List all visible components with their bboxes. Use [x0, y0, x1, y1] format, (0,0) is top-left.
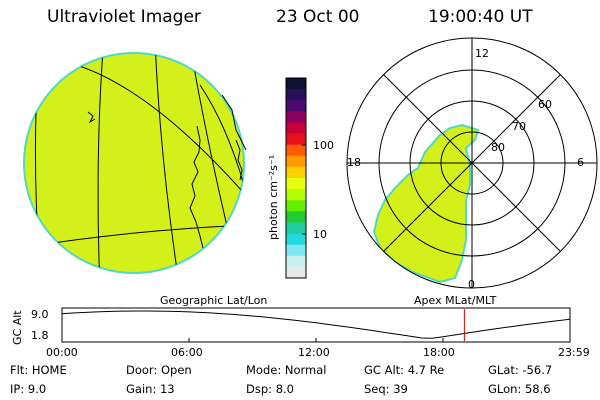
glon-value: 58.6	[524, 382, 551, 396]
colorbar-tick-10: 10	[313, 228, 327, 241]
geographic-panel-title: Geographic Lat/Lon	[160, 294, 268, 307]
gc-alt-label: GC Alt: 4.7 Re	[364, 363, 445, 377]
polar-plot	[346, 37, 598, 289]
glat-value: -56.7	[522, 363, 553, 377]
dsp-value: 8.0	[275, 382, 294, 396]
mode-value: Normal	[284, 363, 327, 377]
time-tick-06: 06:00	[171, 346, 203, 359]
colorbar-stripe	[286, 200, 306, 212]
dsp-label: Dsp: 8.0	[246, 382, 294, 396]
colorbar-stripe	[286, 266, 306, 279]
gain-value: 13	[159, 382, 175, 396]
mode-label: Mode: Normal	[246, 363, 327, 377]
colorbar-stripe	[286, 144, 306, 157]
colorbar-tick-100: 100	[313, 139, 334, 152]
lat-label-80: 80	[491, 141, 505, 154]
colorbar-stripe	[286, 155, 306, 168]
colorbar-stripe	[286, 100, 306, 112]
lat-label-60: 60	[538, 98, 552, 111]
time-tick-12: 12:00	[298, 346, 330, 359]
time-tick-2359: 23:59	[558, 346, 590, 359]
gain-label: Gain: 13	[126, 382, 175, 396]
coastline-north	[221, 94, 247, 151]
colorbar-stripe	[286, 133, 306, 146]
ip-label: IP: 9.0	[10, 382, 47, 396]
mlt-label-12: 12	[475, 47, 489, 60]
colorbar-stripe	[286, 78, 306, 90]
apex-panel-title: Apex MLat/MLT	[414, 294, 497, 307]
glat-label: GLat: -56.7	[488, 363, 553, 377]
mlt-label-6: 6	[577, 156, 584, 169]
glon-label: GLon: 58.6	[488, 382, 551, 396]
gc-alt-value: 4.7 Re	[407, 363, 445, 377]
time-tick-00: 00:00	[46, 346, 78, 359]
island-outline	[87, 111, 96, 124]
colorbar-stripe	[286, 189, 306, 201]
door-value: Open	[160, 363, 192, 377]
lat-label-70: 70	[512, 120, 526, 133]
colorbar-units-label: photon cm⁻²s⁻¹	[267, 154, 280, 240]
alt-tick-9: 9.0	[31, 308, 49, 321]
mlt-label-0: 0	[468, 278, 475, 291]
seq-label: Seq: 39	[364, 382, 408, 396]
colorbar-stripe	[286, 178, 306, 190]
time-label: 19:00:40 UT	[428, 7, 533, 27]
colorbar-stripe	[286, 166, 306, 179]
instrument-title: Ultraviolet Imager	[47, 7, 201, 27]
flight-value: HOME	[31, 363, 67, 377]
coastline-east	[235, 139, 243, 181]
ip-value: 9.0	[27, 382, 47, 396]
globe-emission-disk	[23, 52, 245, 274]
altitude-plot	[61, 307, 571, 343]
mlt-label-18: 18	[347, 156, 361, 169]
colorbar-stripe	[286, 111, 306, 124]
coastline	[189, 125, 204, 249]
alt-tick-1-8: 1.8	[31, 329, 49, 342]
altitude-curve	[61, 310, 571, 339]
colorbar-stripe	[286, 233, 306, 246]
seq-value: 39	[393, 382, 408, 396]
colorbar-stripe	[286, 211, 306, 224]
flight-label: Flt: HOME	[10, 363, 67, 377]
colorbar-stripe	[286, 244, 306, 257]
date-label: 23 Oct 00	[276, 7, 360, 27]
geographic-globe	[23, 52, 247, 274]
time-tick-18: 18:00	[423, 346, 455, 359]
colorbar-stripe	[286, 255, 306, 268]
colorbar	[285, 77, 307, 279]
colorbar-stripe	[286, 89, 306, 101]
colorbar-stripe	[286, 122, 306, 135]
door-label: Door: Open	[126, 363, 192, 377]
colorbar-stripe	[286, 222, 306, 235]
altitude-axis-label: GC Alt	[11, 310, 24, 345]
auroral-emission-region	[372, 123, 480, 284]
polar-diagonal-2	[383, 74, 561, 252]
